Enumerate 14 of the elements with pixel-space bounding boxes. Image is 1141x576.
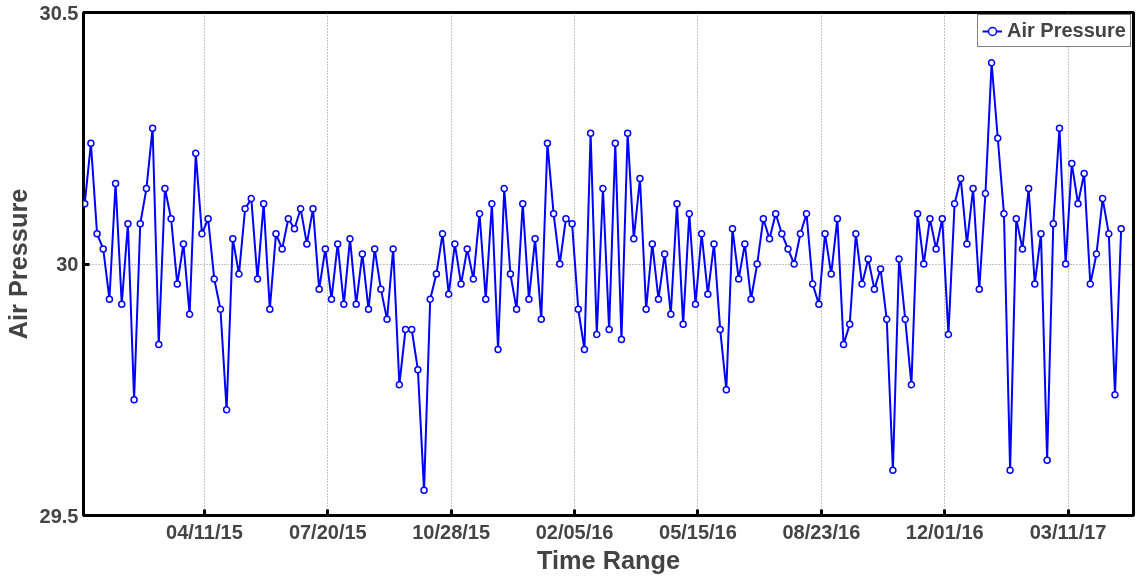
legend-label: Air Pressure: [1007, 19, 1126, 42]
x-tick-label: 10/28/15: [412, 520, 491, 543]
x-tick-label: 12/01/16: [905, 520, 984, 543]
y-tick-label: 29.5: [39, 504, 79, 527]
y-axis-title: Air Pressure: [3, 188, 32, 340]
x-tick-label: 04/11/15: [166, 520, 243, 543]
y-tick-label: 30: [56, 253, 79, 275]
x-tick-label: 07/20/15: [288, 520, 367, 543]
x-tick-label: 03/11/17: [1029, 520, 1107, 543]
x-tick-label: 08/23/16: [782, 520, 861, 543]
x-axis-title: Time Range: [536, 545, 681, 574]
x-tick-label: 02/05/16: [535, 520, 614, 543]
x-tick-label: 05/15/16: [659, 520, 737, 543]
y-tick-label: 30.5: [39, 1, 79, 24]
